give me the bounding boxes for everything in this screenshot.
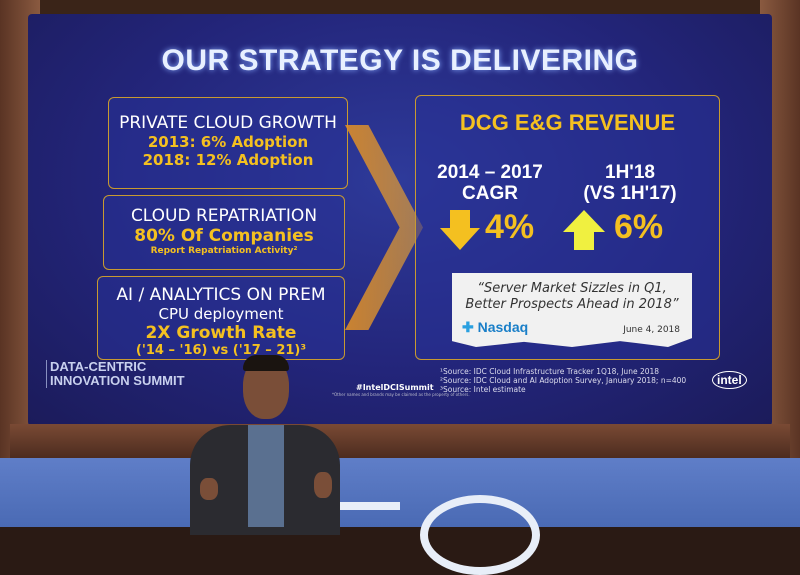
box-line: 80% Of Companies [134, 226, 314, 246]
slide-title: OUR STRATEGY IS DELIVERING [161, 44, 639, 77]
box-ai-analytics: AI / ANALYTICS ON PREM CPU deployment 2X… [97, 276, 345, 360]
event-logo: DATA-CENTRIC INNOVATION SUMMIT [46, 360, 185, 388]
box-heading: PRIVATE CLOUD GROWTH [119, 113, 337, 133]
speaker-shirt [248, 425, 284, 527]
arrow-up-icon [563, 210, 605, 250]
box-line: 2X Growth Rate [145, 323, 297, 343]
box-line: ('14 – '16) vs ('17 – 21)³ [135, 343, 307, 358]
quote-line: Better Prospects Ahead in 2018” [465, 297, 679, 312]
box-heading: CLOUD REPATRIATION [130, 206, 318, 226]
speaker-hair [243, 355, 289, 371]
box-heading: AI / ANALYTICS ON PREM [116, 285, 326, 305]
stage-backdrop [0, 458, 800, 527]
speaker-hand [314, 472, 332, 498]
box-sub: CPU deployment [158, 305, 284, 323]
metric-value: 6% [614, 208, 664, 246]
stage-graphic [340, 502, 400, 510]
stage-graphic [420, 495, 540, 575]
disclaimer: *Other names and brands may be claimed a… [332, 392, 470, 397]
nasdaq-logo: ✚ Nasdaq [462, 319, 529, 335]
revenue-title: DCG E&G REVENUE [459, 110, 676, 135]
speaker-hand [200, 478, 218, 500]
metric-label: 1H'18 (VS 1H'17) [583, 162, 677, 204]
arrow-down-icon [440, 210, 480, 250]
box-line: 2018: 12% Adoption [142, 151, 314, 169]
stage-ledge [10, 424, 790, 460]
hashtag: #IntelDCISummit [356, 383, 434, 392]
box-private-cloud: PRIVATE CLOUD GROWTH 2013: 6% Adoption 2… [108, 97, 348, 189]
box-note: Report Repatriation Activity² [150, 246, 298, 256]
intel-logo: intel [712, 371, 747, 389]
quote-date: June 4, 2018 [623, 325, 680, 335]
quote-line: “Server Market Sizzles in Q1, [477, 281, 667, 296]
box-line: 2013: 6% Adoption [147, 133, 309, 151]
news-quote-card: “Server Market Sizzles in Q1, Better Pro… [452, 273, 692, 347]
sources: ¹Source: IDC Cloud Infrastructure Tracke… [440, 367, 687, 394]
box-cloud-repatriation: CLOUD REPATRIATION 80% Of Companies Repo… [103, 195, 345, 270]
metric-value: 4% [485, 208, 535, 246]
ceiling [0, 0, 800, 18]
metric-label: 2014 – 2017 CAGR [437, 162, 543, 204]
